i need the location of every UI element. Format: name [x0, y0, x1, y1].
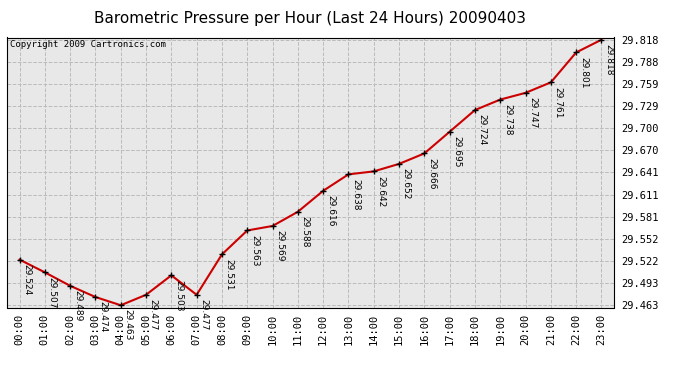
- Text: 29.507: 29.507: [48, 276, 57, 308]
- Text: 29.695: 29.695: [453, 136, 462, 167]
- Text: 29.642: 29.642: [377, 176, 386, 207]
- Text: 29.531: 29.531: [225, 259, 234, 290]
- Text: 29.569: 29.569: [275, 230, 284, 262]
- Text: 29.738: 29.738: [503, 104, 512, 135]
- Text: 29.503: 29.503: [174, 279, 183, 311]
- Text: 29.477: 29.477: [199, 299, 208, 330]
- Text: 29.761: 29.761: [553, 87, 562, 118]
- Text: Copyright 2009 Cartronics.com: Copyright 2009 Cartronics.com: [10, 40, 166, 49]
- Text: 29.474: 29.474: [98, 301, 107, 333]
- Text: 29.477: 29.477: [149, 299, 158, 330]
- Text: Barometric Pressure per Hour (Last 24 Hours) 20090403: Barometric Pressure per Hour (Last 24 Ho…: [95, 11, 526, 26]
- Text: 29.652: 29.652: [402, 168, 411, 200]
- Text: 29.801: 29.801: [579, 57, 588, 88]
- Text: 29.563: 29.563: [250, 235, 259, 266]
- Text: 29.524: 29.524: [22, 264, 31, 295]
- Text: 29.818: 29.818: [604, 44, 613, 75]
- Text: 29.489: 29.489: [73, 290, 82, 321]
- Text: 29.666: 29.666: [427, 158, 436, 189]
- Text: 29.638: 29.638: [351, 178, 360, 210]
- Text: 29.724: 29.724: [477, 114, 486, 146]
- Text: 29.616: 29.616: [326, 195, 335, 226]
- Text: 29.747: 29.747: [529, 97, 538, 128]
- Text: 29.588: 29.588: [301, 216, 310, 248]
- Text: 29.463: 29.463: [124, 309, 132, 341]
